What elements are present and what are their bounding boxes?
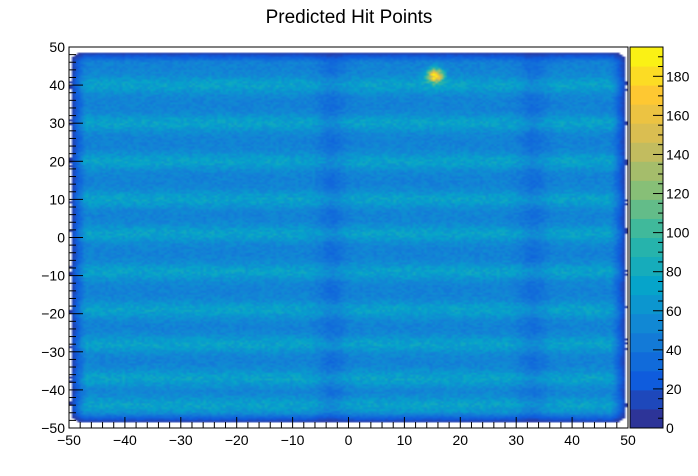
colorbar-cell: [630, 408, 663, 429]
colorbar-cell: [630, 294, 663, 315]
colorbar-tick-label: 100: [666, 225, 690, 241]
x-tick-label: 20: [453, 432, 469, 448]
colorbar-tick-label: 20: [666, 381, 682, 397]
colorbar-cell: [630, 104, 663, 124]
colorbar-tick-label: 160: [666, 107, 690, 123]
x-tick-label: 50: [620, 432, 636, 448]
colorbar-tick-label: 40: [666, 342, 682, 358]
colorbar-cell: [630, 389, 663, 410]
colorbar-tick-label: 120: [666, 186, 690, 202]
colorbar-cell: [630, 66, 663, 86]
colorbar-tick-label: 140: [666, 146, 690, 162]
x-axis: −50 −40 −30 −20 −10 0 10 20 30 40 50: [57, 417, 636, 448]
plot-area: [68, 46, 629, 429]
heatmap-image: [69, 47, 628, 428]
colorbar-cell: [630, 275, 663, 296]
colorbar-cell: [630, 332, 663, 353]
colorbar-cell: [630, 256, 663, 277]
x-tick-label: −20: [225, 432, 249, 448]
colorbar-tick-label: 60: [666, 303, 682, 319]
colorbar-cell: [630, 313, 663, 334]
y-tick-label: 50: [49, 39, 65, 55]
y-tick-label: 0: [57, 230, 65, 246]
y-tick-label: 30: [49, 115, 65, 131]
x-tick-label: 40: [564, 432, 580, 448]
x-tick-label: 10: [397, 432, 413, 448]
x-tick-label: 0: [345, 432, 353, 448]
y-tick-label: −20: [41, 306, 65, 322]
y-tick-label: 40: [49, 77, 65, 93]
x-tick-label: 30: [508, 432, 524, 448]
colorbar-frame: [629, 46, 664, 429]
y-tick-label: −10: [41, 268, 65, 284]
x-tick-label: −10: [281, 432, 305, 448]
y-tick-label: 10: [49, 191, 65, 207]
y-axis: −50 −40 −30 −20 −10 0 10 20 30 40 50: [41, 39, 83, 436]
colorbar-cell: [630, 370, 663, 391]
colorbar-cell: [630, 123, 663, 143]
colorbar-cell: [630, 47, 663, 67]
colorbar-tick-label: 0: [666, 420, 674, 436]
colorbar-cell: [630, 180, 663, 200]
colorbar-tick-label: 180: [666, 68, 690, 84]
colorbar-cell: [630, 237, 663, 258]
colorbar-cell: [630, 85, 663, 105]
x-tick-label: −40: [113, 432, 137, 448]
x-tick-label: −50: [57, 432, 81, 448]
colorbar-cell: [630, 161, 663, 181]
colorbar-cell: [630, 142, 663, 162]
colorbar-axis: 0 20 40 60 80 100 120 140 160 180: [653, 46, 690, 436]
y-tick-label: −50: [41, 420, 65, 436]
colorbar-cell: [630, 218, 663, 238]
colorbar: 0 20 40 60 80 100 120 140 160 180: [629, 46, 690, 436]
colorbar-cells: [630, 47, 663, 429]
colorbar-cell: [630, 199, 663, 219]
colorbar-cell: [630, 351, 663, 372]
chart-title: Predicted Hit Points: [266, 7, 433, 28]
y-tick-label: −30: [41, 344, 65, 360]
y-tick-label: 20: [49, 153, 65, 169]
x-tick-label: −30: [169, 432, 193, 448]
y-tick-label: −40: [41, 382, 65, 398]
colorbar-tick-label: 80: [666, 264, 682, 280]
